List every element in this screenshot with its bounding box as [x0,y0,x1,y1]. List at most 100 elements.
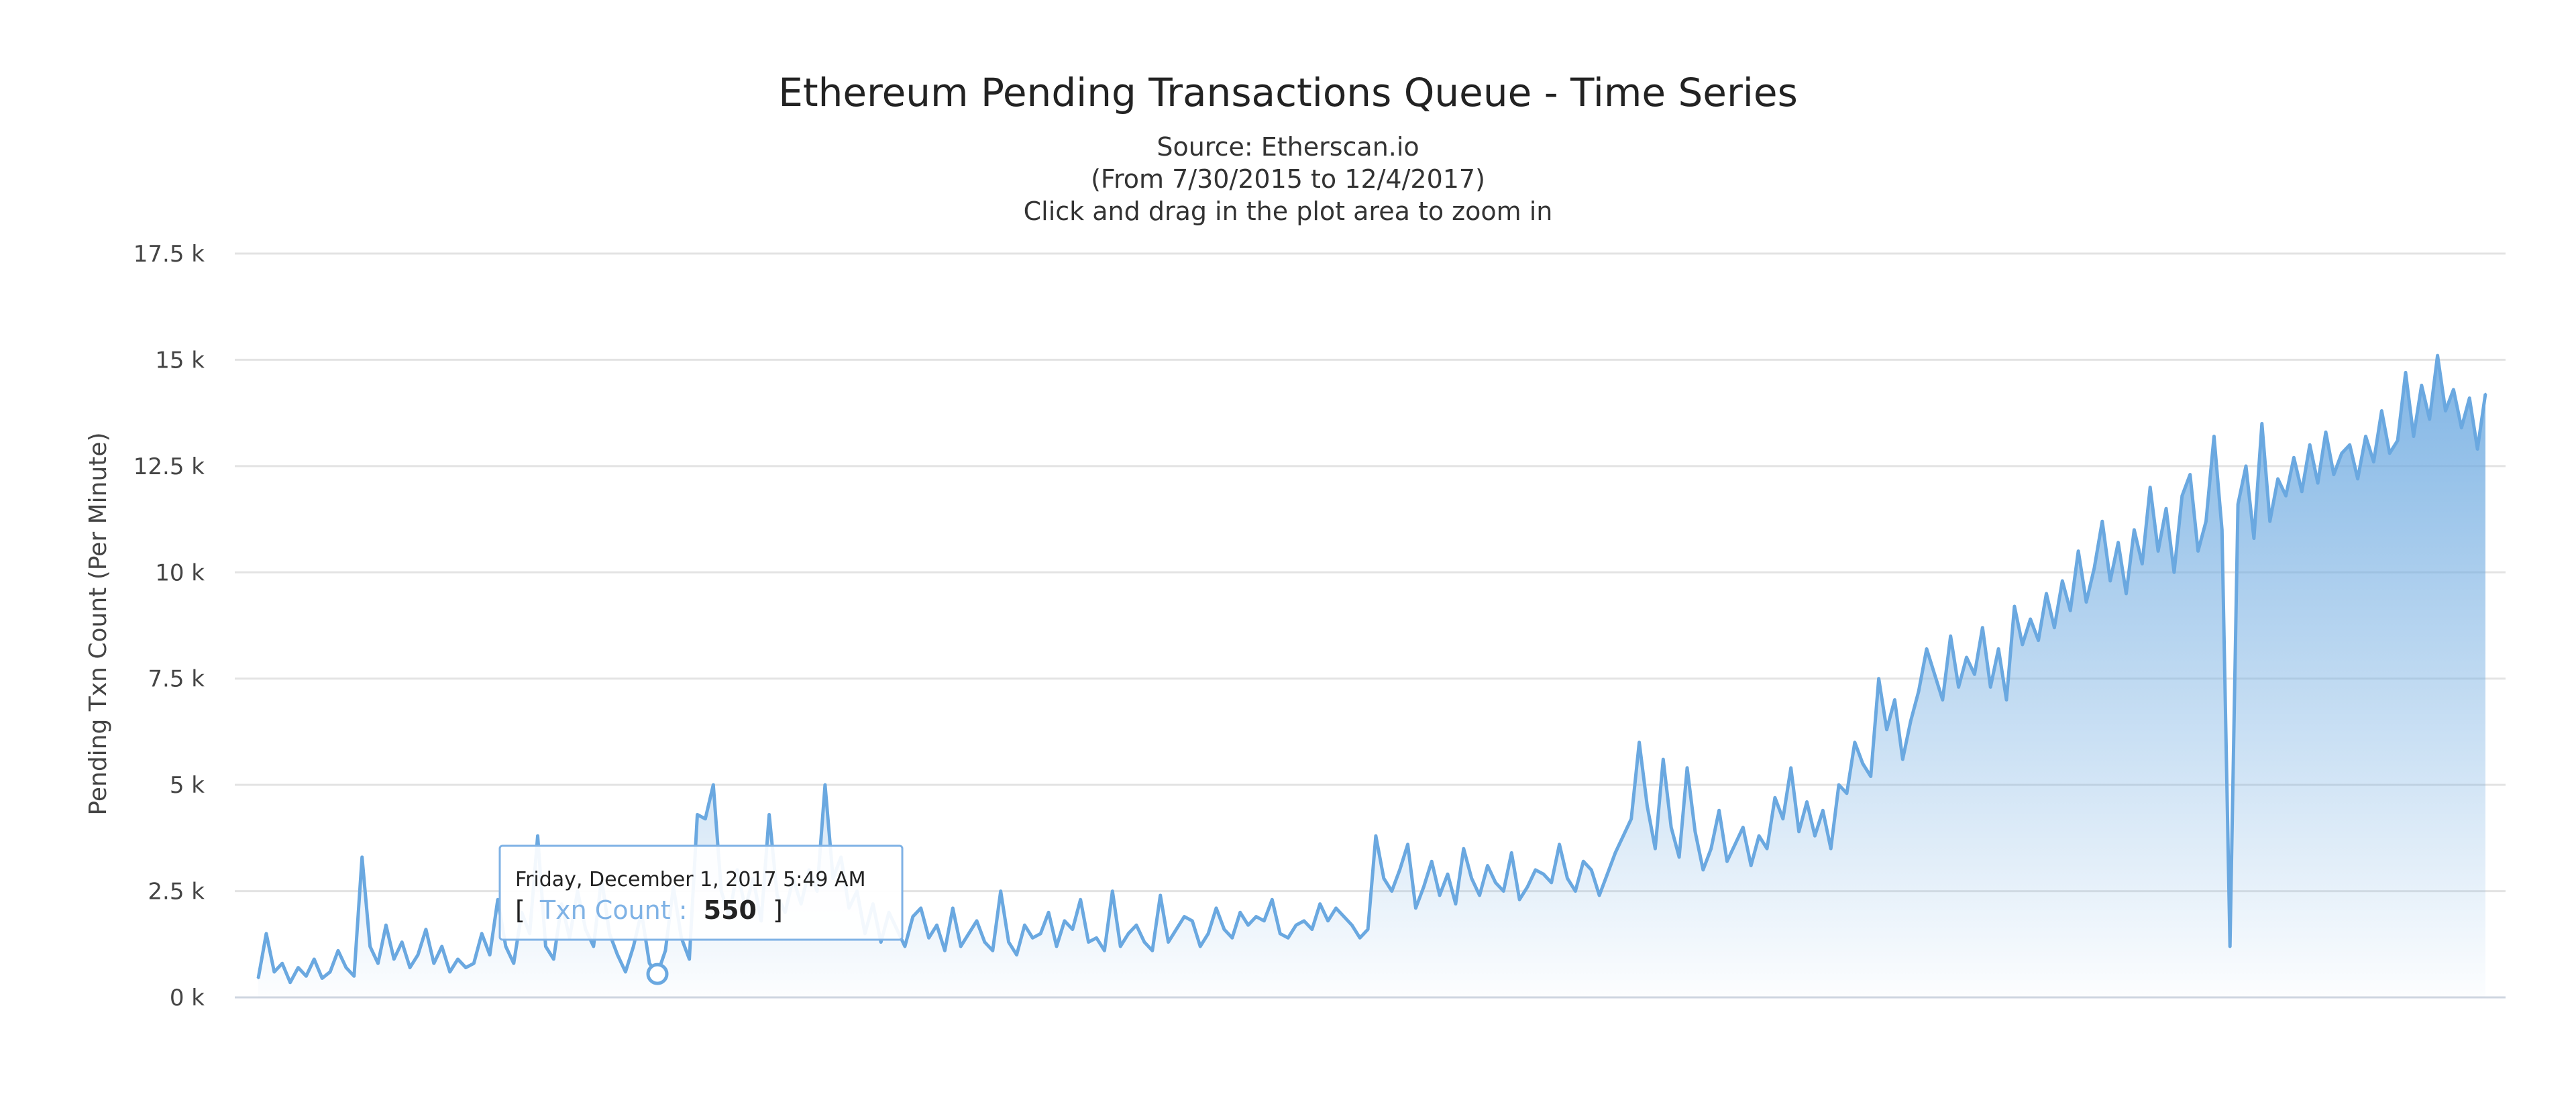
data-point [1574,890,1576,893]
chart-source: Source: Etherscan.io [1157,132,1419,162]
data-point [2300,490,2303,493]
data-point [1247,924,1250,926]
data-point [345,967,347,969]
chart-title: Ethereum Pending Transactions Queue - Ti… [778,70,1798,115]
data-point [2205,520,2207,523]
data-point [2029,618,2032,620]
data-point [1973,673,1976,675]
data-point [2292,456,2295,459]
data-point [1055,945,1058,948]
series-area [258,355,2485,997]
data-point [2308,443,2311,446]
data-point [2165,507,2167,510]
data-point [305,975,307,977]
data-point [384,924,387,926]
data-point [1103,949,1106,952]
data-point [712,783,714,786]
data-point [983,941,986,944]
data-point [392,958,395,960]
data-point [1662,758,1664,761]
data-point [1614,852,1617,854]
data-point [1534,869,1537,871]
data-point [457,958,459,960]
data-point [2285,494,2287,497]
data-point [1845,792,1848,795]
data-point [504,945,507,948]
data-point [1175,928,1177,931]
data-point [616,954,619,956]
data-point [2349,443,2351,446]
data-point [1446,873,1449,875]
data-point [2013,605,2016,608]
data-point [2005,698,2008,701]
data-point [297,967,299,969]
data-point [2372,461,2375,463]
data-point [1479,894,1481,897]
data-point [2412,435,2415,437]
data-point [1271,898,1273,901]
y-tick-label: 0 k [170,985,205,1011]
data-point [2245,465,2247,468]
data-point [2445,410,2447,412]
data-point [1319,903,1322,905]
tooltip-value: 550 [704,895,757,925]
data-point [2109,580,2112,582]
data-point [1766,847,1768,850]
data-point [943,949,946,952]
data-point [1023,924,1026,926]
data-point [2404,371,2407,374]
data-point [1135,924,1138,926]
data-point [2037,639,2040,642]
data-point [2269,520,2271,523]
data-point [2061,580,2063,582]
data-point [1127,932,1130,935]
data-point [409,967,411,969]
data-point [2181,494,2184,497]
data-point [1311,928,1313,931]
data-point [1566,877,1568,880]
data-point [664,949,667,952]
data-point [1694,830,1697,833]
data-point [1966,656,1968,659]
data-point [951,907,954,910]
data-point [1638,741,1641,744]
data-point [2365,435,2367,437]
data-point [1199,945,1201,948]
data-point [1758,834,1760,837]
data-point [936,924,938,926]
data-point [1063,920,1066,922]
data-point [2484,392,2487,395]
data-point [1350,924,1353,926]
data-point [1119,945,1122,948]
data-point [2324,431,2327,433]
data-point [1526,885,1529,888]
data-point [912,916,914,918]
data-point [1870,775,1872,777]
data-point [1407,843,1409,846]
data-point [1487,865,1489,867]
data-point [480,932,483,935]
data-point [2357,478,2359,480]
data-point [2220,529,2223,531]
data-point [2341,452,2343,455]
data-point [2125,592,2127,595]
data-point [1909,720,1912,722]
data-point [1726,860,1728,863]
data-point [1391,890,1393,893]
data-point [975,920,978,922]
data-point [1798,830,1801,833]
data-point [1550,881,1553,884]
data-point [688,958,691,960]
data-point [513,962,515,965]
data-point [768,814,771,816]
data-point [1774,796,1776,799]
data-point [2229,945,2231,948]
data-point [1941,698,1944,701]
data-point [257,977,260,979]
data-point [632,945,635,948]
data-point [1207,932,1210,935]
data-point [1630,818,1633,820]
data-point [2189,474,2192,476]
data-point [441,945,443,948]
